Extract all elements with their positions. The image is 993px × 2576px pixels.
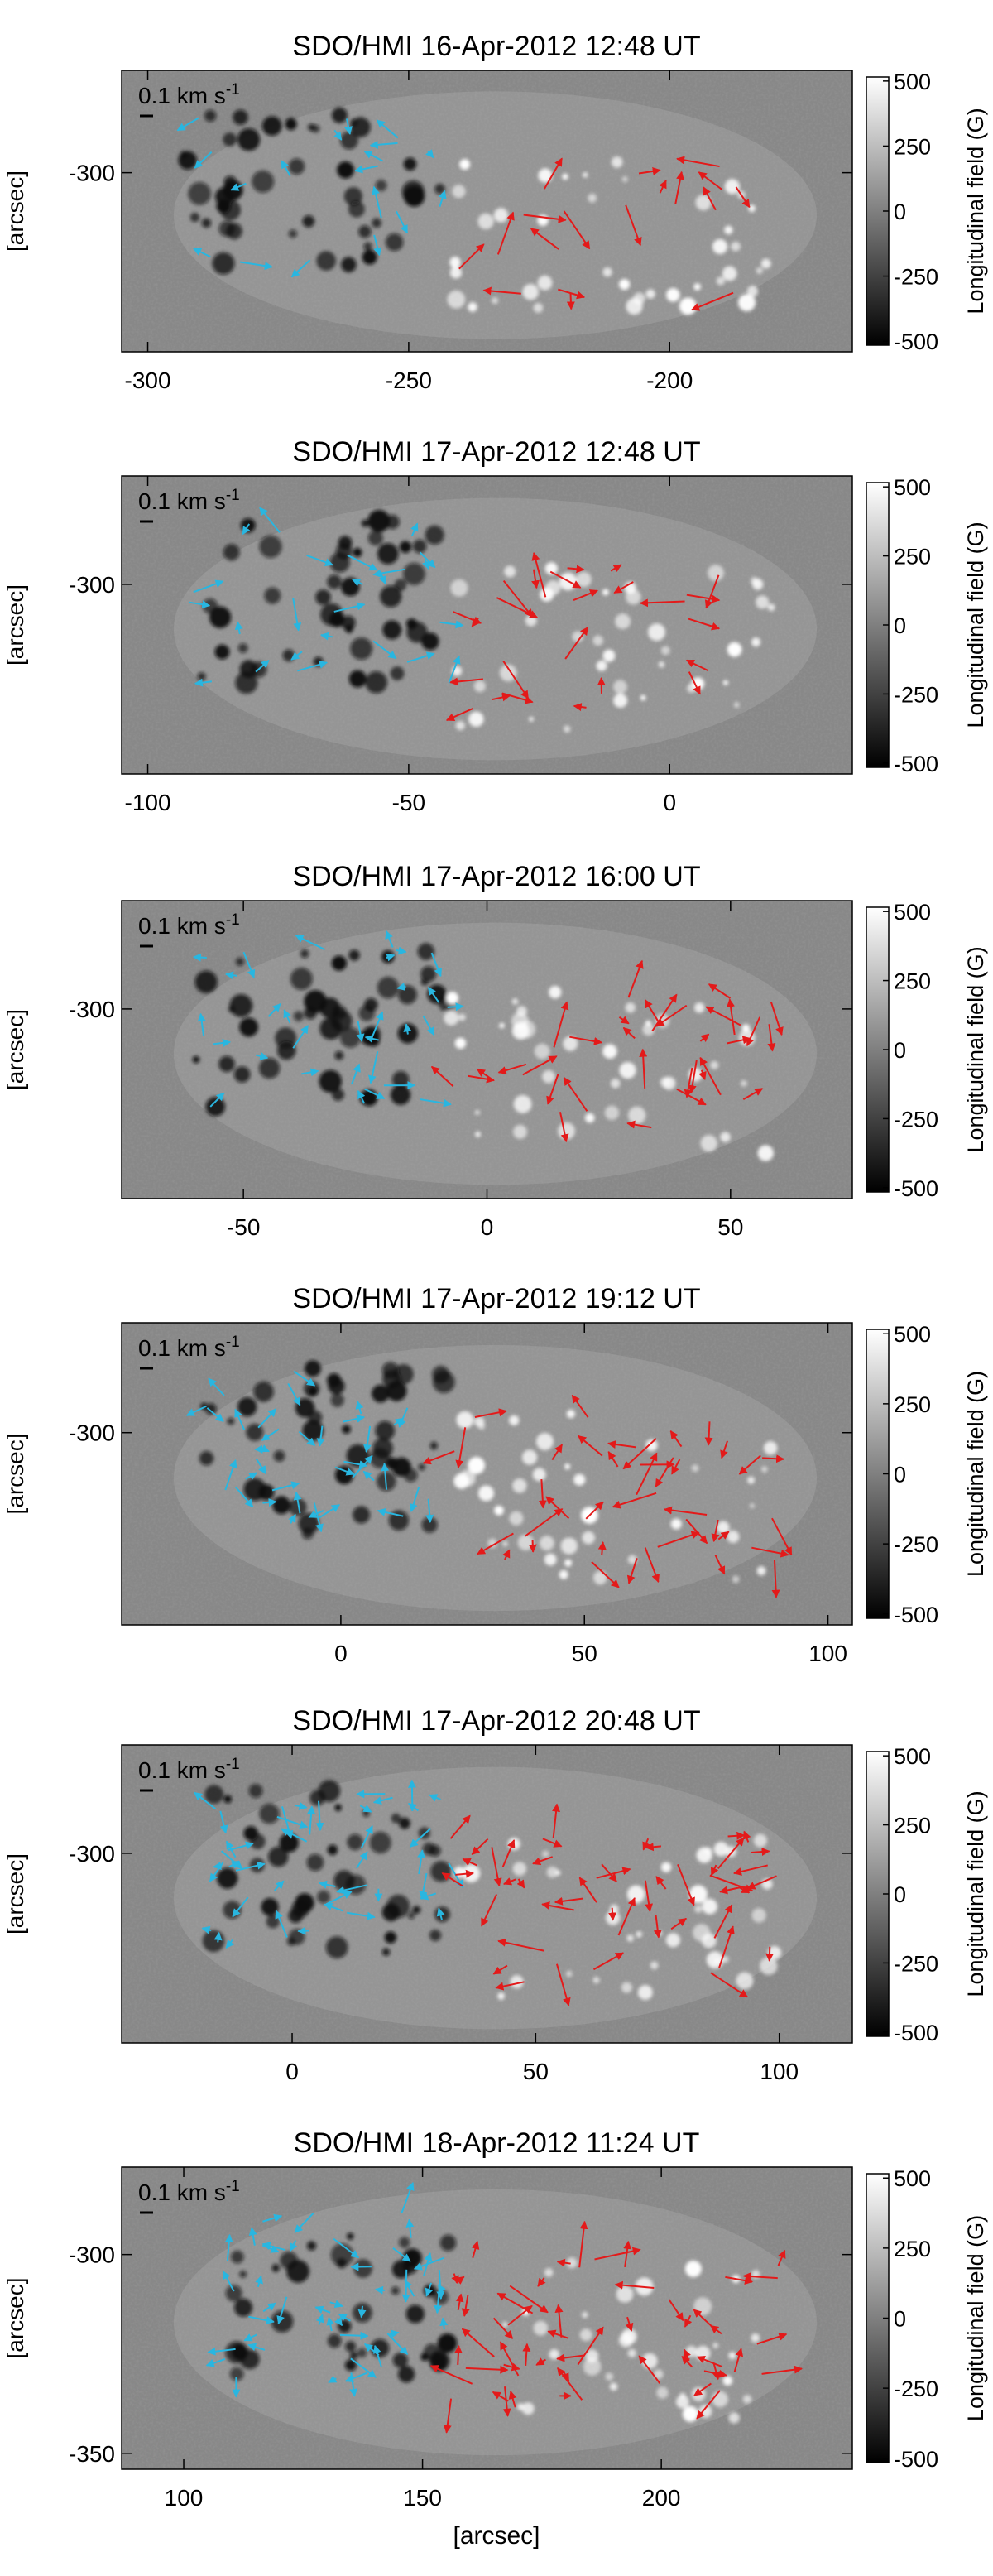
colorbar-tick-label: 0 xyxy=(894,613,906,638)
x-axis-label: [arcsec] xyxy=(453,2522,540,2550)
magnetogram-panel-3: SDO/HMI 17-Apr-2012 16:00 UT 0.1 km s-1 -5… xyxy=(2,861,988,1240)
colorbar: 500 250 0 -250 -500 Longitudinal field (G) xyxy=(866,900,988,1201)
colorbar-tick-label: 500 xyxy=(894,475,931,500)
colorbar-tick-label: -250 xyxy=(894,2377,938,2401)
colorbar-tick-label: 250 xyxy=(894,1392,931,1417)
y-tick-label: -300 xyxy=(69,1841,115,1867)
x-tick-label: 0 xyxy=(285,2059,299,2084)
colorbar-tick-label: -250 xyxy=(894,1107,938,1132)
panel-title: SDO/HMI 17-Apr-2012 20:48 UT xyxy=(292,1705,700,1737)
colorbar-tick-label: -250 xyxy=(894,265,938,290)
y-tick-label: -350 xyxy=(69,2441,115,2467)
x-tick-label: 0 xyxy=(334,1641,348,1666)
colorbar-tick-label: -500 xyxy=(894,2021,938,2045)
x-tick-label: -250 xyxy=(386,368,432,393)
y-axis-label: [arcsec] xyxy=(2,1009,28,1090)
colorbar: 500 250 0 -250 -500 Longitudinal field (G) xyxy=(866,70,988,354)
colorbar-tick-label: 250 xyxy=(894,134,931,159)
colorbar-tick-label: 500 xyxy=(894,1744,931,1769)
colorbar: 500 250 0 -250 -500 Longitudinal field (G) xyxy=(866,1322,988,1627)
y-tick-label: -300 xyxy=(69,161,115,186)
colorbar-tick-label: -500 xyxy=(894,1176,938,1201)
y-axis-label: [arcsec] xyxy=(2,1433,28,1514)
svg-text:0.1 km s-1: 0.1 km s-1 xyxy=(138,487,240,514)
colorbar-label: Longitudinal field (G) xyxy=(963,1371,988,1577)
magnetogram-panel-6: SDO/HMI 18-Apr-2012 11:24 UT 0.1 km s-1 10… xyxy=(2,2127,988,2550)
panel-title: SDO/HMI 17-Apr-2012 19:12 UT xyxy=(292,1283,700,1314)
x-tick-label: 50 xyxy=(717,1214,743,1240)
y-axis-label: [arcsec] xyxy=(2,2277,28,2358)
colorbar-tick-label: 250 xyxy=(894,1814,931,1838)
x-tick-label: 100 xyxy=(165,2485,204,2511)
x-tick-label: 100 xyxy=(808,1641,847,1666)
y-axis-label: [arcsec] xyxy=(2,584,28,666)
colorbar-tick-label: -500 xyxy=(894,329,938,354)
colorbar-tick-label: 0 xyxy=(894,1038,906,1063)
y-tick-label: -300 xyxy=(69,1420,115,1446)
x-tick-label: 50 xyxy=(523,2059,549,2084)
colorbar-tick-label: -250 xyxy=(894,1532,938,1557)
colorbar-tick-label: 500 xyxy=(894,1322,931,1347)
x-tick-label: 0 xyxy=(663,790,676,815)
colorbar-label: Longitudinal field (G) xyxy=(963,2215,988,2421)
svg-text:0.1 km s-1: 0.1 km s-1 xyxy=(138,911,240,939)
colorbar-tick-label: -500 xyxy=(894,2447,938,2472)
granulation-noise xyxy=(122,1745,852,2043)
colorbar: 500 250 0 -250 -500 Longitudinal field (G) xyxy=(866,2166,988,2472)
colorbar-tick-label: 250 xyxy=(894,2237,931,2261)
colorbar-tick-label: 0 xyxy=(894,2307,906,2332)
colorbar: 500 250 0 -250 -500 Longitudinal field (G) xyxy=(866,1744,988,2045)
colorbar-label: Longitudinal field (G) xyxy=(963,946,988,1152)
y-tick-label: -300 xyxy=(69,2242,115,2268)
x-tick-label: -50 xyxy=(392,790,425,815)
colorbar-tick-label: 0 xyxy=(894,199,906,224)
svg-text:0.1 km s-1: 0.1 km s-1 xyxy=(138,2178,240,2205)
x-tick-label: 100 xyxy=(760,2059,799,2084)
panel-title: SDO/HMI 16-Apr-2012 12:48 UT xyxy=(292,31,700,62)
granulation-noise xyxy=(122,2167,852,2469)
colorbar-tick-label: -250 xyxy=(894,682,938,707)
colorbar-label: Longitudinal field (G) xyxy=(963,521,988,728)
x-tick-label: 0 xyxy=(481,1214,494,1240)
granulation-noise xyxy=(122,476,852,774)
y-tick-label: -300 xyxy=(69,997,115,1022)
x-tick-label: -100 xyxy=(125,790,171,815)
svg-text:0.1 km s-1: 0.1 km s-1 xyxy=(138,1334,240,1361)
svg-text:0.1 km s-1: 0.1 km s-1 xyxy=(138,81,240,108)
colorbar-tick-label: 0 xyxy=(894,1882,906,1907)
x-tick-label: -50 xyxy=(227,1214,260,1240)
x-tick-label: -300 xyxy=(125,368,171,393)
colorbar: 500 250 0 -250 -500 Longitudinal field (G) xyxy=(866,475,988,776)
colorbar-tick-label: -500 xyxy=(894,752,938,776)
y-axis-label: [arcsec] xyxy=(2,171,28,252)
svg-text:0.1 km s-1: 0.1 km s-1 xyxy=(138,1756,240,1783)
y-tick-label: -300 xyxy=(69,572,115,598)
colorbar-label: Longitudinal field (G) xyxy=(963,108,988,314)
panel-title: SDO/HMI 17-Apr-2012 12:48 UT xyxy=(292,436,700,468)
y-axis-label: [arcsec] xyxy=(2,1853,28,1934)
granulation-noise xyxy=(122,901,852,1199)
magnetogram-panel-1: SDO/HMI 16-Apr-2012 12:48 UT 0.1 km s-1 -3… xyxy=(2,31,988,393)
x-tick-label: -200 xyxy=(646,368,693,393)
colorbar-tick-label: -250 xyxy=(894,1951,938,1976)
colorbar-tick-label: 500 xyxy=(894,70,931,94)
colorbar-tick-label: -500 xyxy=(894,1603,938,1627)
colorbar-tick-label: 250 xyxy=(894,969,931,994)
colorbar-tick-label: 500 xyxy=(894,900,931,925)
magnetogram-panel-2: SDO/HMI 17-Apr-2012 12:48 UT 0.1 km s-1 -1… xyxy=(2,436,988,815)
x-tick-label: 50 xyxy=(572,1641,597,1666)
panel-title: SDO/HMI 17-Apr-2012 16:00 UT xyxy=(292,861,700,892)
x-tick-label: 200 xyxy=(642,2485,681,2511)
panel-title: SDO/HMI 18-Apr-2012 11:24 UT xyxy=(294,2127,700,2159)
colorbar-tick-label: 500 xyxy=(894,2166,931,2191)
x-tick-label: 150 xyxy=(403,2485,442,2511)
colorbar-label: Longitudinal field (G) xyxy=(963,1790,988,1997)
colorbar-tick-label: 250 xyxy=(894,545,931,570)
colorbar-tick-label: 0 xyxy=(894,1463,906,1487)
